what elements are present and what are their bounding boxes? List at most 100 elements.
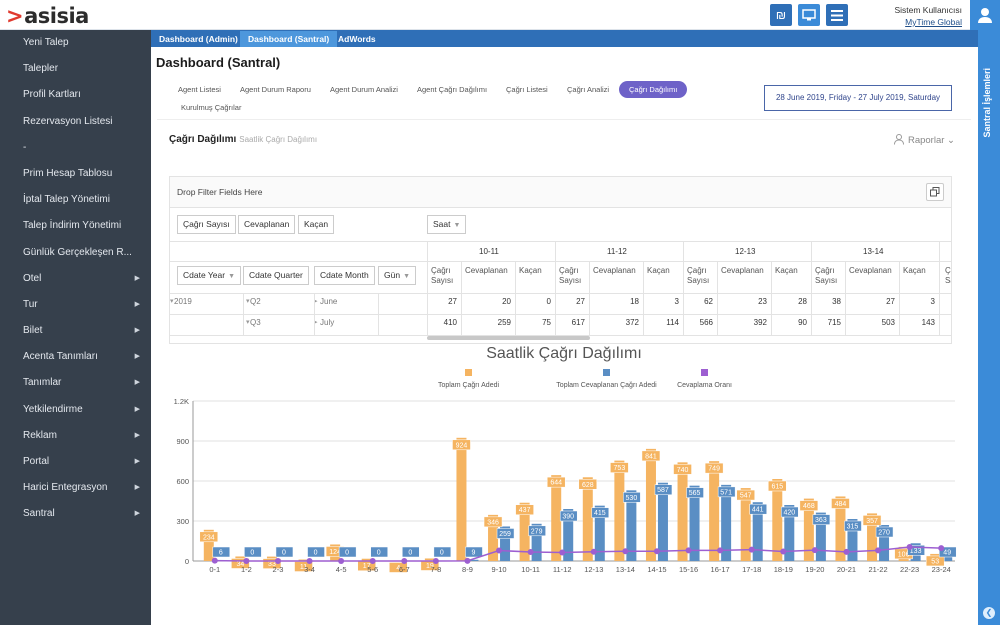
- answer-rate-point: [780, 548, 787, 555]
- data-label-total: 740: [677, 467, 689, 474]
- sidebar-item[interactable]: Otel ▶: [0, 266, 151, 292]
- expand-arrow-icon[interactable]: ▾: [246, 298, 250, 305]
- sidebar-item[interactable]: Prim Hesap Tablosu: [0, 161, 151, 187]
- subtab-kurulmus-cagrilar[interactable]: Kurulmuş Çağrılar: [181, 103, 242, 112]
- pivot-cell: 18: [630, 297, 639, 306]
- sidebar-item[interactable]: Yeni Talep: [0, 30, 151, 56]
- pivot-cell: 372: [625, 318, 639, 327]
- avatar[interactable]: [970, 0, 1000, 30]
- sidebar-item[interactable]: Bilet ▶: [0, 318, 151, 344]
- module-icon[interactable]: ₪: [770, 4, 792, 26]
- expand-arrow-icon[interactable]: ▸: [314, 298, 318, 305]
- bar-answered-calls: [657, 482, 668, 561]
- answer-rate-point: [527, 549, 534, 556]
- filter-icon[interactable]: ▼: [228, 273, 236, 280]
- row-field-cdate-quarter[interactable]: Cdate Quarter: [243, 266, 309, 285]
- sidebar-item[interactable]: Talep İndirim Yönetimi: [0, 213, 151, 239]
- measure-header-partial: Ç Sa: [945, 266, 951, 285]
- data-label-bg: [938, 546, 957, 558]
- row-month[interactable]: July: [320, 318, 335, 327]
- subtab-cagri-analizi[interactable]: Çağrı Analizi: [567, 85, 610, 94]
- value-field-cagri-sayisi[interactable]: Çağrı Sayısı: [177, 215, 236, 234]
- menu-icon[interactable]: [826, 4, 848, 26]
- row-field-cdate-month[interactable]: Cdate Month: [314, 266, 375, 285]
- sidebar-item[interactable]: Günlük Gerçekleşen R...: [0, 240, 151, 266]
- pivot-cell: 392: [753, 318, 767, 327]
- tab-dashboard-admin[interactable]: Dashboard (Admin): [159, 34, 238, 44]
- copy-icon[interactable]: [926, 183, 944, 201]
- row-field-cdate-year[interactable]: Cdate Year ▼: [177, 266, 242, 285]
- data-label-bg: [781, 506, 799, 518]
- data-label-bg: [812, 514, 831, 525]
- tab-dashboard-santral[interactable]: Dashboard (Santral): [240, 31, 338, 47]
- chevron-right-icon: ▶: [134, 327, 140, 335]
- sidebar-item[interactable]: Tanımlar ▶: [0, 370, 151, 396]
- sidebar-item[interactable]: İptal Talep Yönetimi: [0, 187, 151, 213]
- row-quarter[interactable]: Q2: [250, 297, 261, 306]
- filter-icon[interactable]: ▼: [453, 222, 461, 229]
- data-label-bg: [546, 476, 566, 488]
- value-field-cevaplanan[interactable]: Cevaplanan: [238, 215, 296, 234]
- collapse-icon[interactable]: ❮: [983, 607, 995, 619]
- filter-icon[interactable]: ▼: [403, 273, 411, 280]
- subtab-agent-durum-raporu[interactable]: Agent Durum Raporu: [240, 85, 311, 94]
- horizontal-scrollbar[interactable]: [427, 336, 590, 340]
- sidebar-item[interactable]: Rezervasyon Listesi: [0, 109, 151, 135]
- monitor-icon[interactable]: [798, 4, 820, 26]
- pivot-cell: 617: [571, 318, 585, 327]
- subtab-cagri-listesi[interactable]: Çağrı Listesi: [506, 85, 548, 94]
- column-field-saat[interactable]: Saat ▼: [427, 215, 467, 234]
- app-logo[interactable]: >asisia: [6, 4, 89, 28]
- sidebar-item[interactable]: Talepler: [0, 56, 151, 82]
- sidebar-item-label: İptal Talep Yönetimi: [23, 194, 110, 206]
- user-org-link[interactable]: MyTime Global: [905, 17, 962, 27]
- row-month[interactable]: June: [320, 297, 338, 306]
- expand-arrow-icon[interactable]: ▾: [246, 319, 250, 326]
- filter-drop-zone[interactable]: Drop Filter Fields Here: [170, 177, 951, 208]
- data-label-bg: [496, 528, 515, 539]
- hour-header: 13-14: [863, 247, 884, 256]
- date-range-picker[interactable]: 28 June 2019, Friday - 27 July 2019, Sat…: [764, 85, 952, 111]
- value-field-kacan[interactable]: Kaçan: [298, 215, 335, 234]
- grid-line: [717, 261, 718, 335]
- reports-dropdown[interactable]: Raporlar ⌄: [893, 133, 955, 146]
- panel-title: Çağrı Dağılımı Saatlik Çağrı Dağılımı: [169, 134, 317, 145]
- expand-arrow-icon[interactable]: ▾: [170, 298, 174, 305]
- sidebar-item[interactable]: Santral ▶: [0, 501, 151, 527]
- sidebar-item[interactable]: Tur ▶: [0, 292, 151, 318]
- legend-swatch: [603, 369, 610, 376]
- row-year[interactable]: 2019: [174, 297, 192, 306]
- chart-title: Saatlik Çağrı Dağılımı: [486, 345, 642, 362]
- bar-total-calls: [614, 460, 625, 561]
- data-label-bg: [199, 531, 219, 543]
- sidebar-item[interactable]: Portal ▶: [0, 449, 151, 475]
- row-field-gun[interactable]: Gün ▼: [378, 266, 417, 285]
- sidebar-item[interactable]: -: [0, 135, 151, 161]
- rail-label[interactable]: Santral İşlemleri: [982, 68, 992, 138]
- tab-adwords[interactable]: AdWords: [338, 34, 376, 44]
- expand-arrow-icon[interactable]: ▸: [314, 319, 318, 326]
- bar-answered-calls: [563, 509, 574, 561]
- sidebar-item[interactable]: Acenta Tanımları ▶: [0, 344, 151, 370]
- sidebar-item[interactable]: Harici Entegrasyon ▶: [0, 475, 151, 501]
- x-tick-label: 9-10: [492, 565, 507, 574]
- measure-header: Çağrı Sayısı: [431, 266, 454, 285]
- sidebar-item[interactable]: Yetkilendirme ▶: [0, 397, 151, 423]
- row-quarter[interactable]: Q3: [250, 318, 261, 327]
- data-label-answered: 9: [472, 550, 476, 557]
- main-content: Dashboard (Santral) Agent Listesi Agent …: [151, 47, 978, 625]
- x-tick-label: 18-19: [774, 565, 793, 574]
- data-label-bg: [641, 450, 661, 462]
- data-label-bg: [452, 439, 471, 451]
- bar-answered-calls: [942, 554, 953, 561]
- subtab-agent-listesi[interactable]: Agent Listesi: [178, 85, 221, 94]
- subtab-agent-durum-analizi[interactable]: Agent Durum Analizi: [330, 85, 398, 94]
- subtab-agent-cagri-dagilimi[interactable]: Agent Çağrı Dağılımı: [417, 85, 488, 94]
- sidebar-item-label: Santral: [23, 508, 55, 520]
- sidebar-item[interactable]: Profil Kartları: [0, 82, 151, 108]
- sidebar-item[interactable]: Reklam ▶: [0, 423, 151, 449]
- subtab-cagri-dagilimi[interactable]: Çağrı Dağılımı: [619, 81, 688, 98]
- measure-header: Kaçan: [775, 266, 798, 275]
- pivot-cell: 410: [443, 318, 457, 327]
